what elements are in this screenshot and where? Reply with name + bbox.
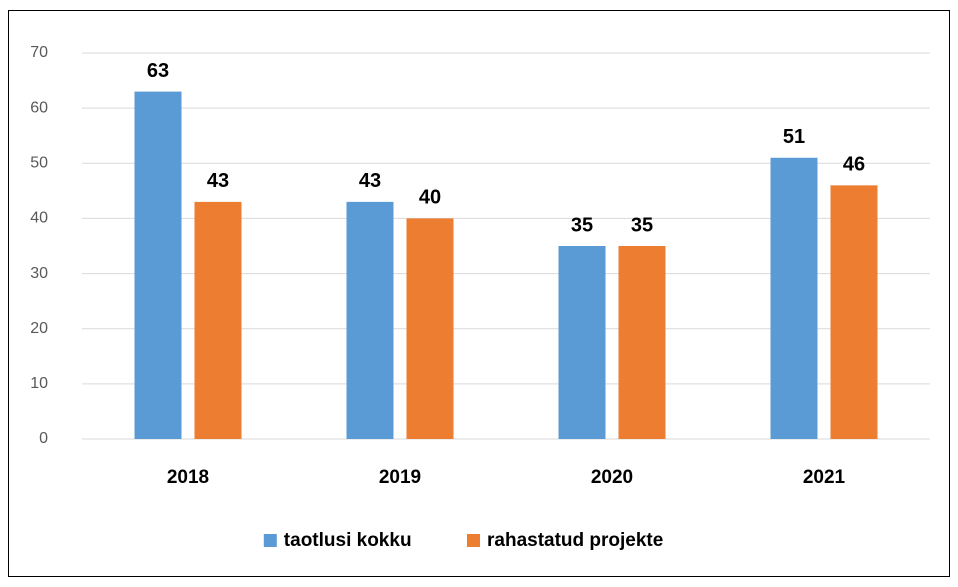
legend-label: rahastatud projekte xyxy=(487,530,663,551)
y-tick-label: 60 xyxy=(30,99,48,116)
y-tick-label: 40 xyxy=(30,210,48,227)
x-tick-label: 2021 xyxy=(803,467,846,488)
data-label: 35 xyxy=(631,214,653,236)
y-tick-label: 70 xyxy=(30,44,48,61)
data-label: 63 xyxy=(147,60,169,82)
legend-swatch xyxy=(467,534,480,547)
data-label: 46 xyxy=(843,154,865,176)
y-tick-label: 30 xyxy=(30,265,48,282)
y-tick-label: 0 xyxy=(39,430,48,447)
data-label: 51 xyxy=(783,126,805,148)
bar xyxy=(770,157,818,439)
bar xyxy=(134,91,182,439)
data-label: 43 xyxy=(207,170,229,192)
data-label: 40 xyxy=(419,187,441,209)
y-tick-label: 10 xyxy=(30,375,48,392)
x-tick-label: 2020 xyxy=(591,467,633,488)
bar xyxy=(618,246,666,439)
y-tick-label: 20 xyxy=(30,320,48,337)
bar xyxy=(558,246,606,439)
bar xyxy=(346,201,394,439)
legend-swatch xyxy=(263,534,277,547)
bar xyxy=(830,185,878,439)
legend-label: taotlusi kokku xyxy=(284,530,412,551)
bar xyxy=(194,201,242,439)
bar xyxy=(406,218,454,439)
x-tick-label: 2019 xyxy=(379,467,421,488)
data-label: 43 xyxy=(359,170,381,192)
x-tick-label: 2018 xyxy=(167,467,209,488)
data-label: 35 xyxy=(571,214,593,236)
y-tick-label: 50 xyxy=(30,155,48,172)
